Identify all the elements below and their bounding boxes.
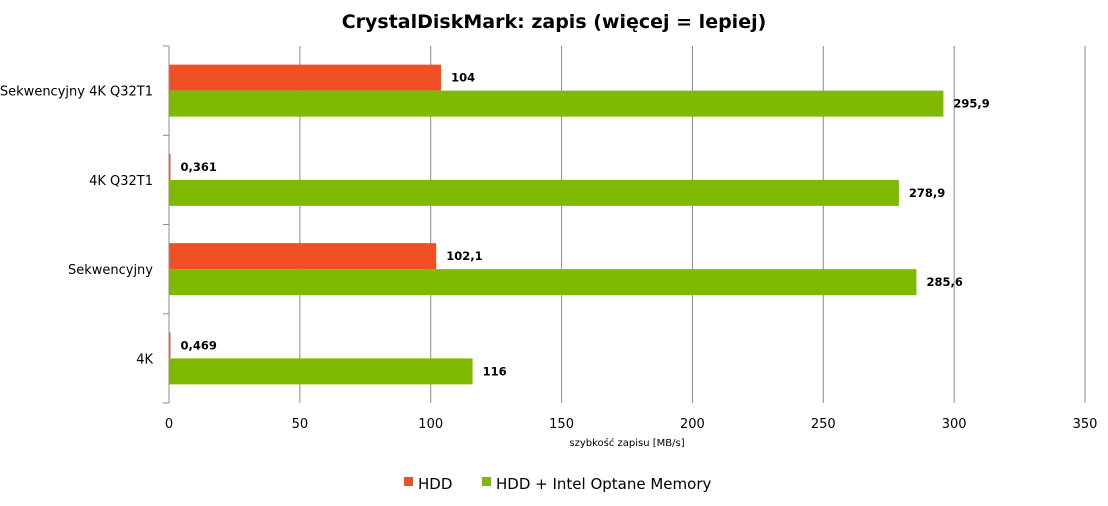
x-axis-label: szybkość zapisu [MB/s] bbox=[569, 437, 684, 449]
bar-hdd bbox=[169, 243, 437, 270]
x-tick-label: 100 bbox=[418, 417, 443, 432]
data-label: 116 bbox=[483, 364, 507, 378]
data-label: 295,9 bbox=[953, 97, 989, 111]
x-tick-label: 300 bbox=[942, 417, 967, 432]
legend-swatch-hdd bbox=[404, 477, 413, 486]
bar-hdd bbox=[169, 332, 171, 359]
legend-label-hdd: HDD bbox=[418, 475, 452, 493]
x-tick-label: 200 bbox=[680, 417, 705, 432]
data-label: 285,6 bbox=[926, 275, 962, 289]
bars: 104 295,9 0,361 278,9 102,1 285,6 0,469 116 bbox=[169, 64, 990, 385]
axis: 0 50 100 150 200 250 300 350 Sekwencyjny 4K Q32T… bbox=[0, 45, 1098, 432]
chart-title: CrystalDiskMark: zapis (więcej = lepiej) bbox=[342, 11, 767, 33]
x-tick-label: 150 bbox=[549, 417, 574, 432]
data-label: 104 bbox=[451, 71, 475, 85]
legend-swatch-optane bbox=[482, 477, 491, 486]
bar-optane bbox=[169, 358, 473, 385]
legend-label-optane: HDD + Intel Optane Memory bbox=[496, 475, 711, 493]
data-label: 0,469 bbox=[181, 338, 217, 352]
x-tick-label: 0 bbox=[165, 417, 173, 432]
bar-optane bbox=[169, 269, 917, 296]
x-tick-label: 50 bbox=[292, 417, 309, 432]
category-label: Sekwencyjny 4K Q32T1 bbox=[0, 85, 153, 100]
category-label: 4K Q32T1 bbox=[89, 174, 153, 189]
bar-hdd bbox=[169, 64, 442, 91]
bar-hdd bbox=[169, 153, 171, 180]
bar-optane bbox=[169, 179, 899, 206]
data-label: 278,9 bbox=[909, 186, 945, 200]
category-label: 4K bbox=[136, 352, 153, 367]
data-label: 102,1 bbox=[446, 249, 482, 263]
x-tick-label: 350 bbox=[1073, 417, 1098, 432]
category-label: Sekwencyjny bbox=[68, 263, 153, 278]
data-label: 0,361 bbox=[181, 160, 217, 174]
bar-optane bbox=[169, 90, 944, 117]
x-tick-label: 250 bbox=[811, 417, 836, 432]
legend: HDD HDD + Intel Optane Memory bbox=[404, 475, 711, 493]
